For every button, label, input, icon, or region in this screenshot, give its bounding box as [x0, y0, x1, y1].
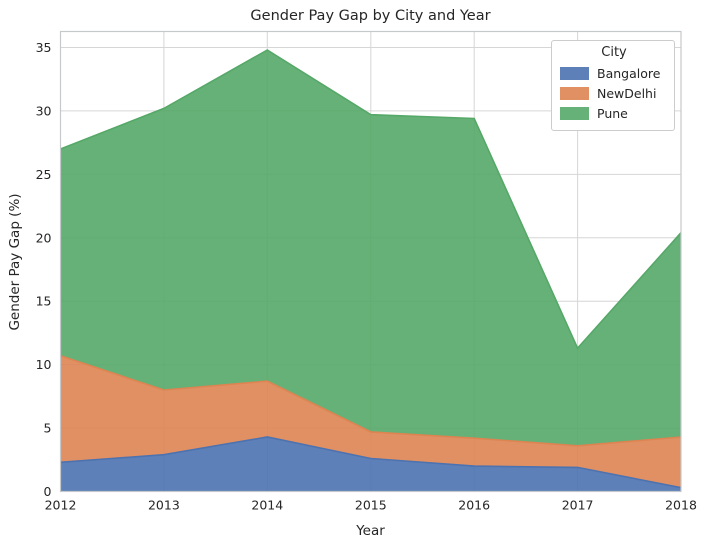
- y-tick-label: 5: [44, 421, 52, 436]
- legend: City Bangalore NewDelhi Pune: [551, 40, 675, 131]
- legend-swatch-bangalore: [560, 66, 589, 80]
- legend-swatch-newdelhi: [560, 86, 589, 100]
- y-tick-label: 25: [36, 167, 52, 182]
- x-tick-label: 2012: [45, 498, 77, 513]
- y-tick-label: 10: [36, 357, 52, 372]
- legend-item-newdelhi: NewDelhi: [560, 83, 668, 103]
- legend-label: NewDelhi: [597, 85, 657, 101]
- plot-frame: [59, 30, 682, 493]
- y-tick-label: 35: [36, 40, 52, 55]
- legend-items: Bangalore NewDelhi Pune: [560, 63, 668, 123]
- x-tick-label: 2014: [251, 498, 283, 513]
- legend-title: City: [601, 45, 627, 60]
- x-tick-label: 2017: [562, 498, 594, 513]
- y-tick-label: 15: [36, 294, 52, 309]
- y-tick-label: 0: [44, 484, 52, 499]
- x-tick-label: 2013: [148, 498, 180, 513]
- x-tick-label: 2016: [458, 498, 490, 513]
- legend-item-pune: Pune: [560, 103, 668, 123]
- area-bangalore: [60, 437, 681, 492]
- x-tick-label: 2015: [355, 498, 387, 513]
- area-pune: [60, 50, 681, 446]
- y-tick-label: 30: [36, 103, 52, 118]
- legend-swatch-pune: [560, 106, 589, 120]
- area-edge-pune: [60, 49, 682, 350]
- x-axis-label: Year: [356, 523, 385, 539]
- area-newdelhi: [60, 355, 681, 488]
- legend-label: Bangalore: [597, 65, 661, 81]
- legend-item-bangalore: Bangalore: [560, 63, 668, 83]
- y-tick-label: 20: [36, 230, 52, 245]
- legend-label: Pune: [597, 105, 628, 121]
- x-tick-label: 2018: [665, 498, 697, 513]
- chart-title: Gender Pay Gap by City and Year: [250, 8, 491, 24]
- area-edge-newdelhi: [60, 355, 682, 447]
- area-edge-bangalore: [60, 436, 682, 489]
